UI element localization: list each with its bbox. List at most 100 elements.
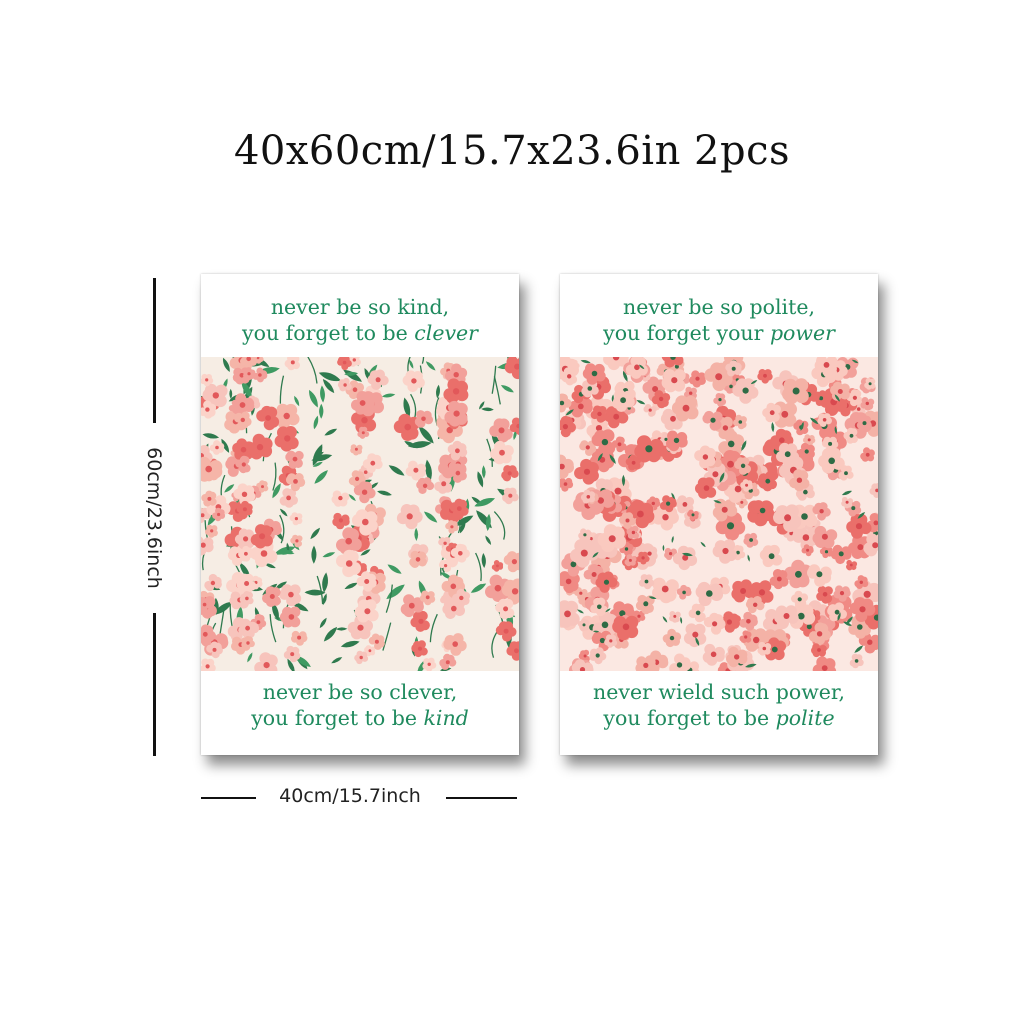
- flower-mark: [362, 453, 383, 473]
- flower-mark: [284, 357, 300, 371]
- flower-mark: [757, 471, 777, 492]
- flower-mark: [354, 599, 379, 623]
- leaf-mark: [311, 545, 317, 564]
- flower-mark: [501, 578, 519, 605]
- leaf-mark: [436, 384, 440, 399]
- flower-mark: [351, 406, 377, 434]
- flower-mark: [243, 367, 256, 381]
- flower-mark: [236, 573, 257, 594]
- flower-mark: [201, 373, 214, 387]
- flower-mark: [348, 470, 366, 488]
- flower-mark: [235, 455, 251, 474]
- quote-text: you forget your: [603, 321, 770, 345]
- flower-mark: [246, 433, 273, 460]
- leaf-mark: [275, 581, 287, 590]
- flower-mark: [439, 653, 457, 670]
- flower-mark: [580, 489, 596, 504]
- leaf-mark: [810, 417, 819, 425]
- width-dimension-label: 40cm/15.7inch: [279, 785, 421, 807]
- leaf-mark: [318, 372, 341, 382]
- quote-emphasis: clever: [414, 321, 478, 345]
- quote-line: you forget to be polite: [560, 705, 878, 731]
- page-title: 40x60cm/15.7x23.6in 2pcs: [233, 128, 791, 174]
- flower-mark: [798, 442, 815, 461]
- flower-mark: [291, 630, 308, 646]
- poster-right: never be so polite, you forget your powe…: [560, 274, 878, 755]
- flower-mark: [490, 440, 514, 465]
- flower-mark: [240, 357, 258, 368]
- quote-line: you forget to be clever: [201, 320, 519, 346]
- flower-mark: [661, 357, 684, 368]
- flower-mark: [491, 560, 504, 572]
- height-dimension-line-top: [153, 278, 156, 423]
- poster-left-bottom-quote: never be so clever, you forget to be kin…: [201, 679, 519, 731]
- flower-mark: [582, 363, 606, 385]
- flower-mark: [351, 391, 375, 415]
- leaf-mark: [291, 602, 309, 612]
- flower-mark: [273, 403, 300, 429]
- flower-mark: [279, 606, 301, 628]
- flower-mark: [669, 611, 681, 623]
- quote-line: you forget to be kind: [201, 705, 519, 731]
- flower-mark: [745, 596, 765, 614]
- leaf-mark: [224, 484, 235, 493]
- leaf-mark: [340, 640, 360, 648]
- flower-mark: [236, 500, 253, 517]
- flower-mark: [502, 487, 519, 505]
- flower-mark: [241, 636, 255, 650]
- leaf-mark: [322, 572, 329, 593]
- flower-mark: [812, 502, 831, 521]
- leaf-mark: [335, 627, 348, 631]
- leaf-mark: [282, 550, 295, 555]
- flower-mark: [651, 390, 671, 409]
- flower-mark: [669, 653, 691, 671]
- flower-mark: [590, 405, 608, 423]
- flower-mark: [396, 504, 423, 530]
- quote-text: you forget to be: [251, 706, 424, 730]
- poster-right-bottom-quote: never wield such power, you forget to be…: [560, 679, 878, 731]
- flower-mark: [694, 445, 716, 469]
- flower-mark: [450, 543, 470, 563]
- flower-mark: [414, 410, 434, 428]
- flower-mark: [506, 641, 519, 661]
- leaf-mark: [319, 617, 327, 629]
- leaf-mark: [636, 400, 646, 405]
- flower-mark: [846, 559, 858, 571]
- leaf-mark: [481, 553, 486, 568]
- flower-mark: [733, 414, 747, 430]
- leaf-mark: [271, 601, 279, 621]
- flower-mark: [688, 370, 706, 388]
- flower-mark: [849, 653, 864, 669]
- flower-mark: [612, 615, 639, 641]
- leaf-mark: [854, 645, 864, 653]
- flower-mark: [205, 524, 218, 538]
- flower-mark: [364, 645, 376, 657]
- leaf-mark: [360, 549, 371, 556]
- flower-mark: [419, 590, 436, 606]
- flower-mark: [289, 512, 303, 526]
- flower-mark: [751, 500, 774, 523]
- flower-mark: [402, 370, 425, 393]
- flower-mark: [501, 465, 519, 482]
- flower-mark: [703, 612, 726, 635]
- leaf-mark: [682, 552, 693, 557]
- flower-mark: [274, 426, 299, 452]
- leaf-mark: [409, 359, 414, 369]
- flower-mark: [590, 597, 608, 617]
- flower-mark: [452, 588, 471, 607]
- flower-mark: [201, 658, 216, 671]
- flower-mark: [279, 488, 298, 508]
- flower-mark: [625, 357, 648, 379]
- leaf-mark: [565, 409, 574, 416]
- flower-mark: [688, 603, 706, 623]
- leaf-mark: [662, 544, 665, 552]
- flower-mark: [356, 571, 377, 592]
- flower-mark: [449, 498, 469, 519]
- flower-mark: [560, 477, 574, 492]
- flower-mark: [285, 450, 304, 469]
- flower-mark: [638, 574, 655, 590]
- leaf-mark: [279, 508, 288, 517]
- flower-mark: [560, 367, 578, 386]
- quote-line: never be so polite,: [623, 295, 815, 319]
- flower-mark: [789, 469, 810, 492]
